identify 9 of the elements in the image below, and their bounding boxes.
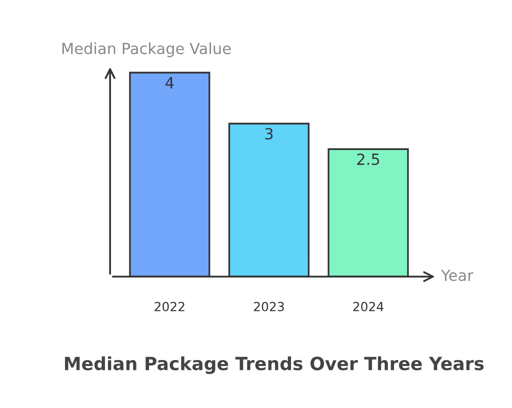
x-tick-label: 2022 bbox=[154, 302, 184, 312]
text: Median Package Trends Over Three Years bbox=[65, 356, 484, 374]
y-axis-title: Median Package Value bbox=[62, 42, 231, 58]
data-label: 2.5 bbox=[357, 153, 380, 166]
x-tick-label: 2023 bbox=[254, 302, 284, 312]
x-tick-label: 2024 bbox=[353, 302, 384, 312]
data-label: 3 bbox=[265, 128, 273, 140]
x-axis-title: Year bbox=[441, 270, 474, 282]
data-label: 4 bbox=[166, 77, 174, 88]
